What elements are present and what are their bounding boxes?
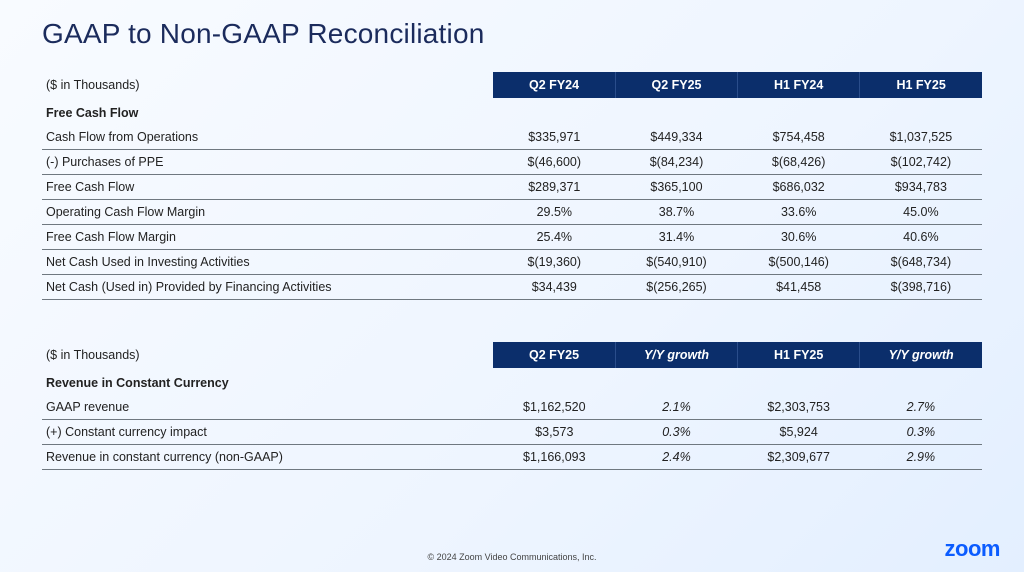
row-label: Revenue in constant currency (non-GAAP) bbox=[42, 445, 493, 470]
cell: $(68,426) bbox=[738, 150, 860, 175]
cell: 2.7% bbox=[860, 395, 982, 420]
cell: 33.6% bbox=[738, 200, 860, 225]
cell: $1,166,093 bbox=[493, 445, 615, 470]
cell: $449,334 bbox=[615, 125, 737, 150]
cell: $934,783 bbox=[860, 175, 982, 200]
table-row: Net Cash Used in Investing Activities $(… bbox=[42, 250, 982, 275]
row-label: Net Cash (Used in) Provided by Financing… bbox=[42, 275, 493, 300]
section-row: Free Cash Flow bbox=[42, 98, 982, 125]
cell: $1,162,520 bbox=[493, 395, 615, 420]
units-label: ($ in Thousands) bbox=[42, 72, 493, 98]
cell: 31.4% bbox=[615, 225, 737, 250]
table-row: (+) Constant currency impact $3,573 0.3%… bbox=[42, 420, 982, 445]
table-row: Operating Cash Flow Margin 29.5% 38.7% 3… bbox=[42, 200, 982, 225]
col-header: Q2 FY25 bbox=[615, 72, 737, 98]
cell: 29.5% bbox=[493, 200, 615, 225]
col-header: Q2 FY24 bbox=[493, 72, 615, 98]
row-label: Cash Flow from Operations bbox=[42, 125, 493, 150]
cell: $(102,742) bbox=[860, 150, 982, 175]
col-header: Y/Y growth bbox=[615, 342, 737, 368]
slide: GAAP to Non-GAAP Reconciliation ($ in Th… bbox=[0, 0, 1024, 470]
row-label: (-) Purchases of PPE bbox=[42, 150, 493, 175]
cell: $(46,600) bbox=[493, 150, 615, 175]
cell: 0.3% bbox=[860, 420, 982, 445]
cell: 25.4% bbox=[493, 225, 615, 250]
cell: 30.6% bbox=[738, 225, 860, 250]
cell: $2,309,677 bbox=[738, 445, 860, 470]
col-header: Q2 FY25 bbox=[493, 342, 615, 368]
cell: $1,037,525 bbox=[860, 125, 982, 150]
cell: $2,303,753 bbox=[738, 395, 860, 420]
col-header: H1 FY25 bbox=[738, 342, 860, 368]
cell: 0.3% bbox=[615, 420, 737, 445]
fcf-header-row: ($ in Thousands) Q2 FY24 Q2 FY25 H1 FY24… bbox=[42, 72, 982, 98]
cell: $365,100 bbox=[615, 175, 737, 200]
cell: $686,032 bbox=[738, 175, 860, 200]
cell: 38.7% bbox=[615, 200, 737, 225]
cell: $(398,716) bbox=[860, 275, 982, 300]
col-header: Y/Y growth bbox=[860, 342, 982, 368]
row-label: Operating Cash Flow Margin bbox=[42, 200, 493, 225]
cell: $(84,234) bbox=[615, 150, 737, 175]
cell: 45.0% bbox=[860, 200, 982, 225]
cell: $(19,360) bbox=[493, 250, 615, 275]
table-row: Revenue in constant currency (non-GAAP) … bbox=[42, 445, 982, 470]
row-label: GAAP revenue bbox=[42, 395, 493, 420]
cc-header-row: ($ in Thousands) Q2 FY25 Y/Y growth H1 F… bbox=[42, 342, 982, 368]
cell: 2.1% bbox=[615, 395, 737, 420]
cell: $34,439 bbox=[493, 275, 615, 300]
cell: $(256,265) bbox=[615, 275, 737, 300]
units-label: ($ in Thousands) bbox=[42, 342, 493, 368]
cell: $754,458 bbox=[738, 125, 860, 150]
cell: $(500,146) bbox=[738, 250, 860, 275]
cell: $3,573 bbox=[493, 420, 615, 445]
fcf-table: ($ in Thousands) Q2 FY24 Q2 FY25 H1 FY24… bbox=[42, 72, 982, 300]
row-label: Free Cash Flow bbox=[42, 175, 493, 200]
row-label: Net Cash Used in Investing Activities bbox=[42, 250, 493, 275]
section-row: Revenue in Constant Currency bbox=[42, 368, 982, 395]
table-row: GAAP revenue $1,162,520 2.1% $2,303,753 … bbox=[42, 395, 982, 420]
cell: 40.6% bbox=[860, 225, 982, 250]
cc-table: ($ in Thousands) Q2 FY25 Y/Y growth H1 F… bbox=[42, 342, 982, 470]
col-header: H1 FY24 bbox=[738, 72, 860, 98]
table-row: Cash Flow from Operations $335,971 $449,… bbox=[42, 125, 982, 150]
section-label: Free Cash Flow bbox=[42, 98, 493, 125]
cell: $(540,910) bbox=[615, 250, 737, 275]
table-row: Free Cash Flow $289,371 $365,100 $686,03… bbox=[42, 175, 982, 200]
table-row: Free Cash Flow Margin 25.4% 31.4% 30.6% … bbox=[42, 225, 982, 250]
cell: $289,371 bbox=[493, 175, 615, 200]
cell: 2.9% bbox=[860, 445, 982, 470]
cell: $41,458 bbox=[738, 275, 860, 300]
cell: $5,924 bbox=[738, 420, 860, 445]
row-label: (+) Constant currency impact bbox=[42, 420, 493, 445]
table-row: (-) Purchases of PPE $(46,600) $(84,234)… bbox=[42, 150, 982, 175]
row-label: Free Cash Flow Margin bbox=[42, 225, 493, 250]
table-row: Net Cash (Used in) Provided by Financing… bbox=[42, 275, 982, 300]
col-header: H1 FY25 bbox=[860, 72, 982, 98]
cell: $335,971 bbox=[493, 125, 615, 150]
cell: $(648,734) bbox=[860, 250, 982, 275]
page-title: GAAP to Non-GAAP Reconciliation bbox=[42, 18, 982, 50]
section-label: Revenue in Constant Currency bbox=[42, 368, 493, 395]
zoom-logo: zoom bbox=[945, 536, 1000, 562]
cell: 2.4% bbox=[615, 445, 737, 470]
copyright-footer: © 2024 Zoom Video Communications, Inc. bbox=[0, 552, 1024, 562]
